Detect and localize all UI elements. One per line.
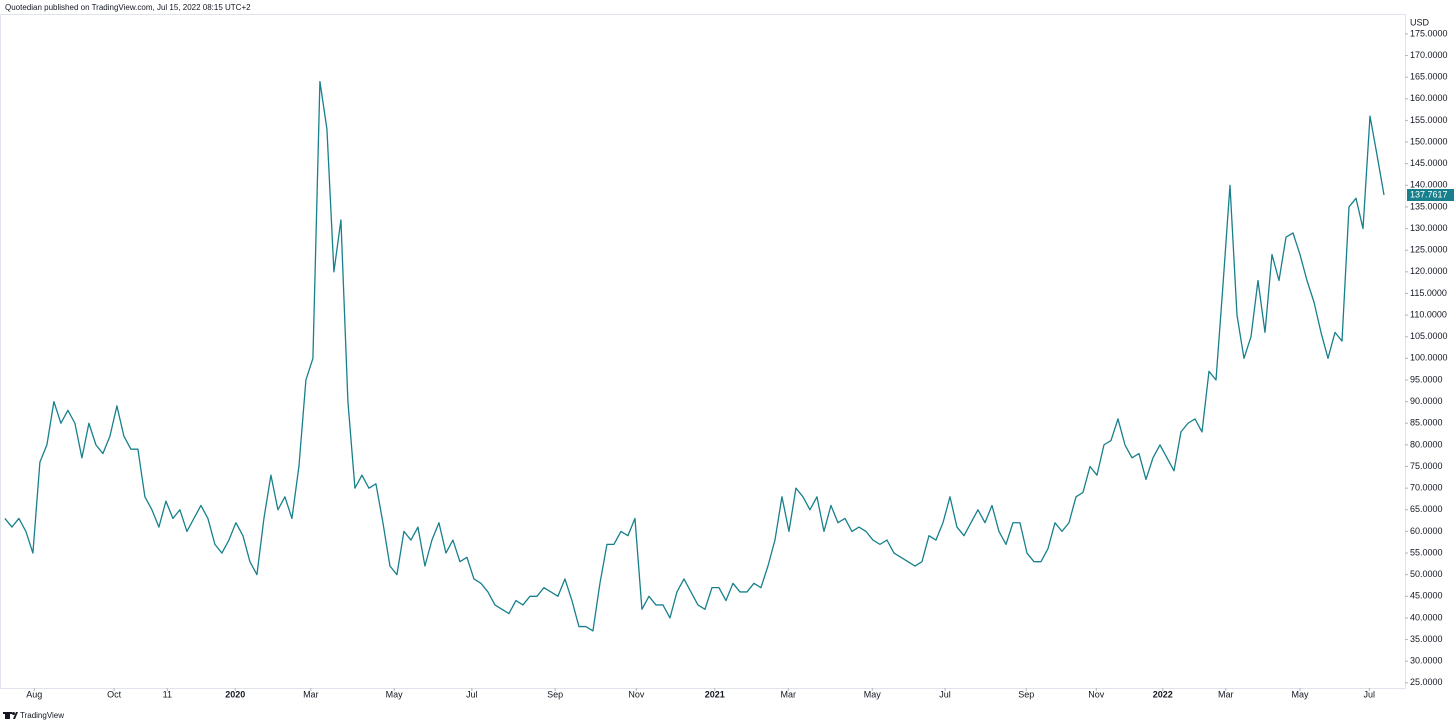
x-tick-label: Jul bbox=[466, 689, 478, 699]
y-tick-label: 130.0000 bbox=[1410, 223, 1448, 233]
y-tick-label: 75.0000 bbox=[1410, 461, 1443, 471]
price-line bbox=[4, 80, 1385, 632]
y-tick-label: 160.0000 bbox=[1410, 93, 1448, 103]
y-tick-label: 25.0000 bbox=[1410, 677, 1443, 687]
last-price-box bbox=[1407, 188, 1454, 201]
y-tick-label: 80.0000 bbox=[1410, 439, 1443, 449]
x-tick-label: Nov bbox=[1088, 689, 1105, 699]
plot-frame bbox=[0, 14, 1406, 689]
x-tick-label: 2021 bbox=[705, 689, 725, 699]
y-tick-label: 50.0000 bbox=[1410, 569, 1443, 579]
x-tick-label: Sep bbox=[1018, 689, 1034, 699]
x-tick-label: 2022 bbox=[1153, 689, 1173, 699]
x-tick-label: Aug bbox=[26, 689, 42, 699]
x-tick-label: Jul bbox=[1364, 689, 1376, 699]
x-tick-label: 2020 bbox=[225, 689, 245, 699]
last-price-label: 137.7617 bbox=[1410, 189, 1448, 199]
y-tick-label: 65.0000 bbox=[1410, 504, 1443, 514]
y-tick-label: 95.0000 bbox=[1410, 374, 1443, 384]
footer: TradingView bbox=[20, 711, 64, 720]
y-tick-label: 135.0000 bbox=[1410, 201, 1448, 211]
y-tick-label: 175.0000 bbox=[1410, 28, 1448, 38]
x-tick-label: Sep bbox=[547, 689, 563, 699]
y-tick-label: 30.0000 bbox=[1410, 656, 1443, 666]
x-tick-label: 11 bbox=[163, 689, 172, 699]
x-tick-label: May bbox=[864, 689, 882, 699]
x-tick-label: May bbox=[386, 689, 404, 699]
y-tick-label: 70.0000 bbox=[1410, 483, 1443, 493]
y-tick-label: 120.0000 bbox=[1410, 266, 1448, 276]
y-tick-label: 110.0000 bbox=[1410, 309, 1447, 319]
footer-logo bbox=[3, 712, 18, 719]
y-tick-label: 35.0000 bbox=[1410, 634, 1443, 644]
y-tick-label: 125.0000 bbox=[1410, 245, 1448, 255]
y-tick-label: 140.0000 bbox=[1410, 180, 1448, 190]
y-tick-label: 165.0000 bbox=[1410, 72, 1448, 82]
y-tick-label: 150.0000 bbox=[1410, 136, 1448, 146]
y-tick-label: 45.0000 bbox=[1410, 591, 1443, 601]
y-tick-label: 105.0000 bbox=[1410, 331, 1448, 341]
x-tick-label: Jul bbox=[939, 689, 951, 699]
y-tick-label: 90.0000 bbox=[1410, 396, 1443, 406]
x-tick-label: Mar bbox=[1218, 689, 1234, 699]
x-tick-label: Nov bbox=[628, 689, 645, 699]
y-axis-label: USD bbox=[1410, 17, 1430, 27]
x-tick-label: Oct bbox=[107, 689, 122, 699]
x-tick-label: Mar bbox=[781, 689, 797, 699]
x-tick-label: Mar bbox=[303, 689, 319, 699]
y-tick-label: 155.0000 bbox=[1410, 115, 1448, 125]
y-tick-label: 145.0000 bbox=[1410, 158, 1448, 168]
y-tick-label: 60.0000 bbox=[1410, 526, 1443, 536]
header: Quotedian published on TradingView.com, … bbox=[5, 3, 251, 12]
y-tick-label: 85.0000 bbox=[1410, 418, 1443, 428]
y-tick-label: 170.0000 bbox=[1410, 50, 1448, 60]
x-tick-label: May bbox=[1291, 689, 1309, 699]
y-tick-label: 55.0000 bbox=[1410, 547, 1443, 557]
y-tick-label: 100.0000 bbox=[1410, 353, 1448, 363]
y-tick-label: 115.0000 bbox=[1410, 288, 1447, 298]
y-tick-label: 40.0000 bbox=[1410, 612, 1443, 622]
